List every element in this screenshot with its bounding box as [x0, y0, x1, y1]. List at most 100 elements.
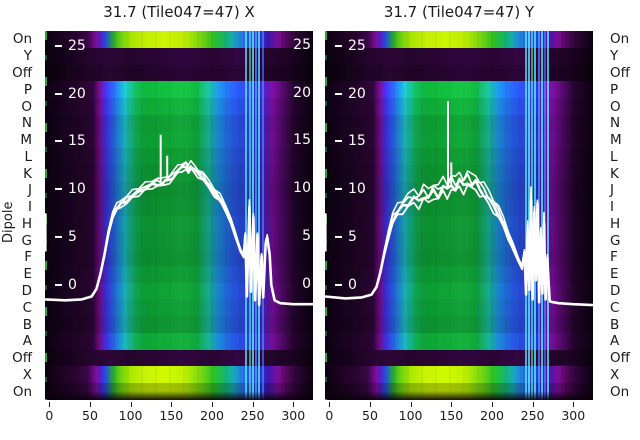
dipole-row-label-right: On	[610, 31, 630, 48]
x-tick-label: 300	[561, 408, 586, 423]
dipole-row-label-right: E	[610, 266, 619, 283]
rfi-line	[540, 31, 543, 400]
dipole-row-label-left: B	[22, 316, 32, 333]
x-tick-label: 150	[439, 408, 464, 423]
y-tick-value: 20	[68, 85, 86, 102]
x-tick-mark	[252, 402, 254, 407]
dipole-row-label-right: C	[610, 299, 620, 316]
dipole-row-label-left: G	[21, 232, 32, 249]
rfi-line	[547, 31, 550, 400]
bottom-fade	[325, 391, 593, 400]
dipole-row-label-right: O	[610, 98, 621, 115]
y-tick-label: 0	[55, 276, 77, 294]
y-tick-label: 15	[55, 132, 86, 150]
y-tick-label-right: 0	[302, 276, 311, 292]
dipole-row-label-right: Y	[610, 48, 619, 65]
x-tick-label: 200	[480, 408, 504, 423]
x-tick-mark	[171, 402, 173, 407]
dipole-row-label-right: K	[610, 165, 619, 182]
x-tick-mark	[451, 402, 453, 407]
y-tick-mark	[55, 92, 62, 95]
bandpass-curves	[45, 134, 313, 307]
rfi-line	[258, 31, 261, 400]
y-tick-label-right: 5	[302, 228, 311, 245]
heatmap-panel-y: 25 20 15 10 5 0	[325, 31, 593, 400]
y-tick-label-right: 15	[293, 132, 311, 149]
x-tick-label: 200	[200, 408, 224, 423]
dipole-row-label-left: H	[21, 215, 32, 232]
y-tick-label: 10	[335, 180, 366, 198]
x-tick-mark	[329, 402, 331, 407]
x-tick-label: 0	[325, 408, 334, 423]
bandpass-curve	[45, 167, 313, 306]
dipole-row-label-left: F	[24, 249, 32, 266]
left-panel-title: 31.7 (Tile047=47) X	[103, 3, 255, 21]
y-tick-label: 15	[335, 132, 366, 150]
y-tick-value: 25	[348, 37, 366, 54]
x-tick-label: 250	[520, 408, 545, 423]
y-tick-mark	[335, 284, 342, 286]
y-tick-mark	[55, 140, 62, 143]
bandpass-curves	[325, 101, 593, 307]
heatmap-panel-x: 25 20 15 10 5 0 25 20 15 10 5 0	[45, 31, 313, 400]
dipole-row-label-left: Off	[12, 64, 32, 81]
dipole-row-label-left: Y	[23, 48, 32, 65]
y-tick-mark	[55, 236, 62, 239]
dipole-row-label-right: L	[610, 148, 618, 165]
y-tick-label: 5	[55, 228, 77, 246]
y-tick-value: 20	[348, 85, 366, 102]
x-tick-mark	[130, 402, 132, 407]
dipole-row-label-right: J	[610, 182, 614, 199]
dipole-row-label-right: N	[610, 115, 621, 132]
x-tick-label: 50	[362, 408, 378, 423]
dipole-row-label-left: J	[28, 182, 32, 199]
x-tick-mark	[532, 402, 534, 407]
y-tick-mark	[55, 44, 62, 47]
dipole-row-label-right: H	[610, 215, 621, 232]
y-tick-label: 25	[335, 37, 366, 55]
rfi-line	[245, 31, 248, 400]
bandpass-curve	[325, 184, 593, 306]
x-tick-mark	[370, 402, 371, 407]
y-tick-value: 0	[348, 277, 357, 293]
dipole-row-label-right: Off	[610, 64, 630, 81]
y-tick-value: 15	[348, 133, 366, 150]
x-tick-label: 0	[45, 408, 54, 423]
dipole-row-label-left: O	[21, 98, 32, 115]
y-tick-mark	[335, 44, 342, 47]
x-tick-mark	[293, 402, 295, 407]
x-tick-mark	[49, 402, 51, 407]
dipole-row-label-right: On	[610, 383, 630, 400]
y-tick-label: 25	[55, 37, 86, 55]
x-tick-label: 100	[118, 408, 143, 423]
x-tick-label: 250	[240, 408, 265, 423]
x-tick-mark	[410, 402, 412, 407]
y-tick-mark	[55, 284, 62, 286]
y-tick-mark	[335, 92, 342, 95]
dipole-row-label-left: L	[24, 148, 32, 165]
dipole-row-label-right: P	[610, 81, 619, 98]
y-tick-label-right: 20	[293, 84, 311, 101]
dipole-row-label-left: P	[23, 81, 32, 98]
y-tick-value: 0	[68, 277, 77, 293]
dipole-row-label-left: M	[20, 132, 32, 148]
y-tick-label: 20	[55, 85, 86, 103]
y-tick-label: 0	[335, 276, 357, 294]
y-tick-value: 15	[68, 133, 86, 150]
x-tick-label: 150	[159, 408, 184, 423]
y-tick-label: 20	[335, 85, 366, 103]
dipole-row-label-right: Off	[610, 350, 630, 367]
dipole-row-label-left: Off	[12, 350, 32, 367]
dipole-row-label-left: I	[28, 199, 32, 216]
x-tick-mark	[212, 402, 213, 407]
y-tick-value: 10	[68, 181, 86, 198]
y-tick-mark	[55, 188, 62, 191]
dipole-row-label-right: X	[610, 366, 620, 383]
dipole-row-label-left: C	[22, 299, 32, 316]
y-tick-label: 10	[55, 180, 86, 198]
x-tick-label: 100	[398, 408, 423, 423]
dipole-row-label-left: On	[12, 31, 32, 48]
rfi-line	[527, 31, 530, 400]
y-tick-label-right: 10	[293, 180, 311, 197]
